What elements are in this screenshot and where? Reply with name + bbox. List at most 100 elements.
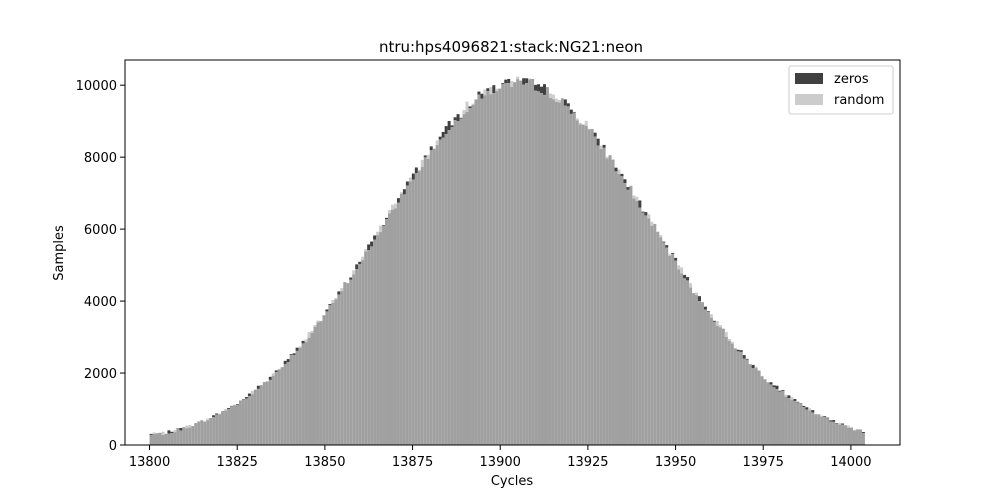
histogram-bar [295, 350, 299, 445]
histogram-bar [835, 424, 839, 445]
histogram-bar [420, 166, 424, 446]
histogram-bar [769, 384, 773, 445]
histogram-bar-tip [572, 111, 576, 113]
histogram-bar [206, 420, 210, 445]
histogram-bar [283, 363, 287, 445]
histogram-bar [584, 125, 588, 446]
histogram-bar-tip [289, 354, 293, 356]
histogram-bar-tip [799, 403, 803, 405]
histogram-bar-tip [757, 370, 761, 372]
histogram-bar-tip [247, 393, 251, 396]
histogram-bar [733, 348, 737, 445]
histogram-bar-tip [832, 420, 836, 422]
histogram-bar-tip [519, 80, 523, 81]
histogram-bar [435, 145, 439, 445]
histogram-bar [343, 282, 347, 445]
histogram-bar-tip [668, 254, 672, 256]
histogram-bar-tip [727, 338, 731, 341]
histogram-bar [861, 433, 865, 445]
histogram-bar [551, 99, 555, 446]
histogram-bar [522, 84, 526, 446]
histogram-bar [534, 90, 538, 446]
histogram-bar-tip [522, 78, 526, 85]
histogram-bar-tip [235, 403, 239, 405]
histogram-bar-tip [811, 410, 815, 413]
histogram-bar [778, 391, 782, 445]
histogram-bar-tip [382, 225, 386, 226]
histogram-bar-tip [337, 291, 341, 295]
histogram-bar-tip [808, 408, 812, 411]
histogram-bar-tip [325, 309, 329, 312]
y-tick-label: 0 [109, 439, 117, 454]
histogram-bar [516, 79, 520, 445]
histogram-bar-tip [435, 140, 439, 146]
histogram-bar-tip [665, 245, 669, 248]
histogram-bar-tip [575, 118, 579, 121]
histogram-bar-tip [554, 98, 558, 102]
histogram-bar [155, 434, 159, 445]
histogram-bar [474, 99, 478, 446]
histogram-bar-tip [241, 399, 245, 400]
histogram-bar [781, 391, 785, 445]
histogram-bar-tip [420, 159, 424, 167]
histogram-bar-tip [301, 340, 305, 344]
histogram-bar [325, 311, 329, 445]
histogram-bar [775, 389, 779, 445]
histogram-bar-tip [346, 282, 350, 284]
histogram-bar [432, 148, 436, 445]
histogram-bar-tip [155, 433, 159, 435]
histogram-bar-tip [215, 413, 219, 415]
histogram-bar-tip [179, 428, 183, 431]
histogram-bar-tip [626, 187, 630, 190]
histogram-bar [364, 251, 368, 445]
histogram-bar-tip [295, 347, 299, 351]
histogram-bar [149, 434, 153, 445]
histogram-bar [191, 426, 195, 445]
histogram-bar-tip [373, 235, 377, 240]
histogram-bar-tip [322, 315, 326, 317]
histogram-bar [799, 404, 803, 445]
legend-swatch-zeros [795, 73, 823, 84]
histogram-bar [277, 369, 281, 445]
histogram-bar-tip [313, 324, 317, 327]
histogram-bar [310, 332, 314, 445]
histogram-bar [385, 219, 389, 445]
histogram-bar-tip [814, 413, 818, 415]
histogram-bar [838, 424, 842, 445]
histogram-bar [465, 111, 469, 445]
histogram-bar [316, 322, 320, 445]
histogram-bar-tip [393, 203, 397, 209]
histogram-bar [802, 407, 806, 445]
histogram-bar [847, 427, 851, 445]
histogram-bar [632, 198, 636, 445]
histogram-bar [340, 291, 344, 445]
histogram-bar-tip [841, 423, 845, 425]
histogram-bar [265, 381, 269, 445]
histogram-bar [235, 404, 239, 445]
histogram-bar-tip [593, 132, 597, 137]
histogram-bar [698, 301, 701, 445]
histogram-bar-tip [477, 91, 481, 95]
histogram-bar [408, 181, 412, 445]
histogram-bar-tip [361, 256, 365, 261]
histogram-bar [665, 247, 669, 445]
histogram-bar [471, 104, 475, 445]
histogram-bar-tip [784, 394, 788, 397]
histogram-bar [373, 239, 377, 445]
y-tick-label: 8000 [84, 151, 117, 166]
histogram-bar [507, 83, 511, 445]
histogram-bar [790, 400, 794, 445]
histogram-bar [727, 340, 731, 445]
histogram-bar-tip [310, 330, 314, 333]
histogram-bar-tip [328, 304, 332, 306]
histogram-bar [241, 399, 245, 445]
histogram-bar [477, 94, 481, 445]
histogram-bar-tip [456, 114, 460, 122]
histogram-bar [826, 418, 830, 445]
histogram-bar-tip [647, 214, 651, 219]
histogram-bar [289, 355, 293, 445]
histogram-bar-tip [826, 417, 830, 419]
histogram-bar [709, 317, 713, 445]
histogram-bar [438, 139, 442, 445]
histogram-bar-tip [853, 429, 856, 431]
